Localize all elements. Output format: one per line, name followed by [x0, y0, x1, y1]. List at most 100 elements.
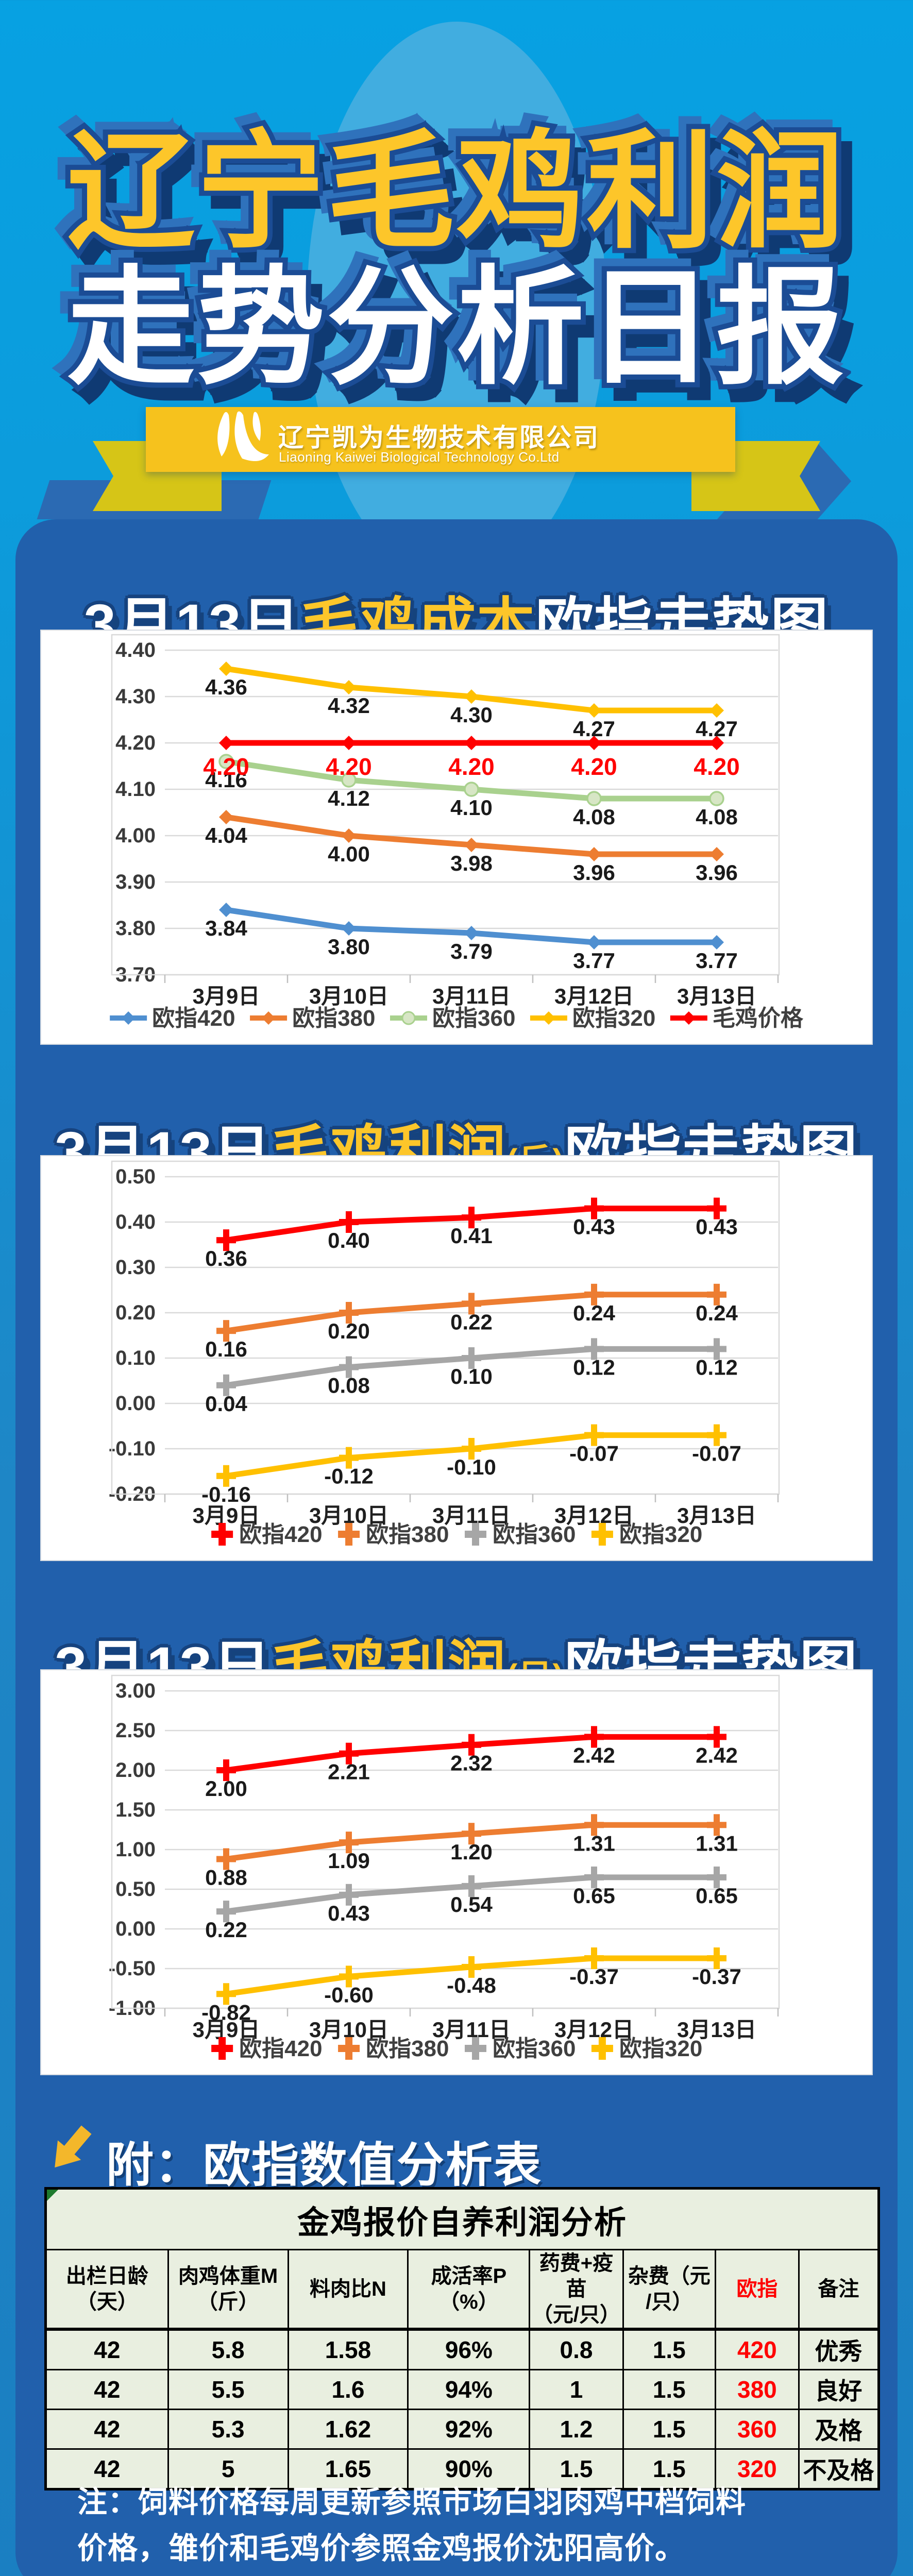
svg-text:0.41: 0.41 — [450, 1224, 493, 1248]
profit-analysis-table: 金鸡报价自养利润分析 出栏日龄 （天） 肉鸡体重M （斤） 料肉比N 成活率P （%）药… — [44, 2187, 880, 2490]
table-header-cell: 杂费（元 /只） — [622, 2249, 717, 2331]
table-cell: 良好 — [798, 2369, 880, 2410]
svg-text:0.20: 0.20 — [115, 1301, 156, 1324]
svg-text:3.90: 3.90 — [115, 871, 156, 893]
svg-text:-0.48: -0.48 — [447, 1973, 496, 1997]
svg-text:2.42: 2.42 — [573, 1743, 615, 1767]
profit-analysis-table-wrap: 金鸡报价自养利润分析 出栏日龄 （天） 肉鸡体重M （斤） 料肉比N 成活率P （%）药… — [44, 2187, 880, 2490]
table-cell: 380 — [715, 2369, 800, 2410]
table-cell: 及格 — [798, 2409, 880, 2450]
svg-text:-0.50: -0.50 — [109, 1957, 156, 1980]
note-line2: 价格，雏价和毛鸡价参照金鸡报价沈阳高价。 — [77, 2531, 686, 2565]
table-cell: 1.2 — [529, 2409, 624, 2450]
svg-text:4.27: 4.27 — [573, 717, 615, 741]
table-cell: 42 — [45, 2369, 169, 2410]
svg-text:3月13日: 3月13日 — [677, 1503, 756, 1528]
svg-text:1.20: 1.20 — [450, 1840, 493, 1864]
svg-text:-0.82: -0.82 — [201, 2000, 251, 2024]
svg-text:0.10: 0.10 — [450, 1364, 493, 1388]
svg-text:0.65: 0.65 — [696, 1884, 738, 1908]
profit-zhi-trend-chart: 3.002.502.001.501.000.500.00-0.50-1.003月… — [109, 1674, 780, 2061]
svg-text:0.22: 0.22 — [450, 1310, 493, 1334]
table-cell: 1.62 — [287, 2409, 409, 2450]
svg-text:4.16: 4.16 — [205, 768, 247, 792]
svg-text:3.77: 3.77 — [696, 948, 738, 973]
svg-text:4.20: 4.20 — [326, 753, 372, 780]
svg-text:0.36: 0.36 — [205, 1246, 247, 1270]
svg-text:3月9日: 3月9日 — [193, 984, 260, 1008]
svg-text:-0.60: -0.60 — [324, 1982, 374, 2007]
svg-text:0.24: 0.24 — [573, 1301, 615, 1325]
note-text: 注：饲料价格每周更新参照市场白羽肉鸡中档饲料 价格，雏价和毛鸡价参照金鸡报价沈阳… — [77, 2479, 860, 2572]
svg-text:3月11日: 3月11日 — [432, 2018, 511, 2042]
svg-text:3.98: 3.98 — [450, 851, 493, 875]
table-cell: 94% — [407, 2369, 531, 2410]
table-cell: 42 — [45, 2409, 169, 2450]
table-cell: 1.58 — [287, 2328, 409, 2370]
note-line1: 注：饲料价格每周更新参照市场白羽肉鸡中档饲料 — [77, 2485, 747, 2519]
svg-text:1.31: 1.31 — [696, 1831, 738, 1855]
header-ellipse-decor — [307, 22, 606, 583]
svg-text:4.00: 4.00 — [328, 842, 370, 866]
svg-text:0.22: 0.22 — [205, 1918, 247, 1942]
svg-text:4.00: 4.00 — [115, 824, 156, 847]
svg-text:4.12: 4.12 — [328, 786, 370, 810]
svg-text:3.80: 3.80 — [115, 917, 156, 940]
table-cell: 优秀 — [798, 2328, 880, 2370]
svg-text:0.04: 0.04 — [205, 1392, 247, 1416]
company-logo-icon — [217, 411, 269, 462]
svg-text:4.30: 4.30 — [450, 703, 493, 727]
svg-text:0.54: 0.54 — [450, 1892, 493, 1917]
svg-text:2.00: 2.00 — [115, 1759, 156, 1782]
profit-zhi-chart-card: 3.00 2.50 2.00 1.50 1.00 0.50 0.00 -0.50 -1.00 3月… — [40, 1669, 873, 2075]
table-header-cell: 成活率P （%） — [407, 2249, 531, 2331]
svg-text:4.27: 4.27 — [696, 717, 738, 741]
svg-text:0.40: 0.40 — [328, 1228, 370, 1252]
table-cell: 90% — [407, 2448, 531, 2490]
table-row: 42 5.3 1.62 92% 1.2 1.5 360 及格 — [45, 2409, 880, 2450]
table-cell: 1.5 — [529, 2448, 624, 2490]
svg-text:欧指360: 欧指360 — [493, 2036, 576, 2061]
title-text: 走势分析日报 — [67, 256, 846, 399]
company-name-cn: 辽宁凯为生物技术有限公司 — [278, 424, 600, 452]
svg-text:0.20: 0.20 — [328, 1319, 370, 1343]
svg-text:0.43: 0.43 — [328, 1901, 370, 1925]
svg-text:3月11日: 3月11日 — [432, 1503, 511, 1528]
svg-text:4.04: 4.04 — [205, 823, 247, 848]
table-header-cell: 药费+疫苗 （元/只） — [529, 2249, 624, 2331]
svg-text:欧指360: 欧指360 — [493, 1522, 576, 1547]
table-cell: 420 — [715, 2328, 800, 2370]
svg-text:3月12日: 3月12日 — [554, 1503, 634, 1528]
svg-text:3.96: 3.96 — [696, 860, 738, 885]
svg-text:1.50: 1.50 — [115, 1799, 156, 1821]
svg-text:欧指420: 欧指420 — [239, 1522, 322, 1547]
svg-text:4.32: 4.32 — [328, 693, 370, 718]
table-cell: 96% — [407, 2328, 531, 2370]
table-cell: 5.3 — [167, 2409, 289, 2450]
arrow-down-right-icon — [55, 2125, 92, 2168]
svg-text:3.00: 3.00 — [115, 1680, 156, 1702]
table-cell: 320 — [715, 2448, 800, 2490]
table-cell: 1 — [529, 2369, 624, 2410]
svg-text:1.00: 1.00 — [115, 1838, 156, 1861]
svg-text:3月9日: 3月9日 — [193, 2018, 260, 2042]
profit-jin-chart-card: 0.50 0.40 0.30 0.20 0.10 0.00 -0.10 -0.20 3月9日 3月… — [40, 1155, 873, 1561]
svg-text:0.65: 0.65 — [573, 1884, 615, 1908]
svg-text:4.20: 4.20 — [115, 732, 156, 754]
table-row: 42 5 1.65 90% 1.5 1.5 320 不及格 — [45, 2448, 880, 2490]
svg-text:欧指320: 欧指320 — [619, 2036, 702, 2061]
page-title-line1: 辽宁毛鸡利润 辽宁毛鸡利润 辽宁毛鸡利润 辽宁毛鸡利润 — [0, 115, 913, 274]
table-cell: 5.8 — [167, 2328, 289, 2370]
svg-text:0.43: 0.43 — [573, 1215, 615, 1239]
title-stroke-layer: 辽宁毛鸡利润 — [62, 120, 849, 263]
svg-text:0.50: 0.50 — [115, 1165, 156, 1188]
svg-text:0.43: 0.43 — [696, 1215, 738, 1239]
svg-text:2.42: 2.42 — [696, 1743, 738, 1767]
svg-text:0.10: 0.10 — [115, 1347, 156, 1369]
svg-text:-0.10: -0.10 — [109, 1437, 156, 1460]
svg-text:-0.12: -0.12 — [324, 1464, 374, 1488]
title-shadow-layer: 辽宁毛鸡利润 — [74, 133, 860, 277]
table-header-cell: 料肉比N — [287, 2249, 409, 2331]
